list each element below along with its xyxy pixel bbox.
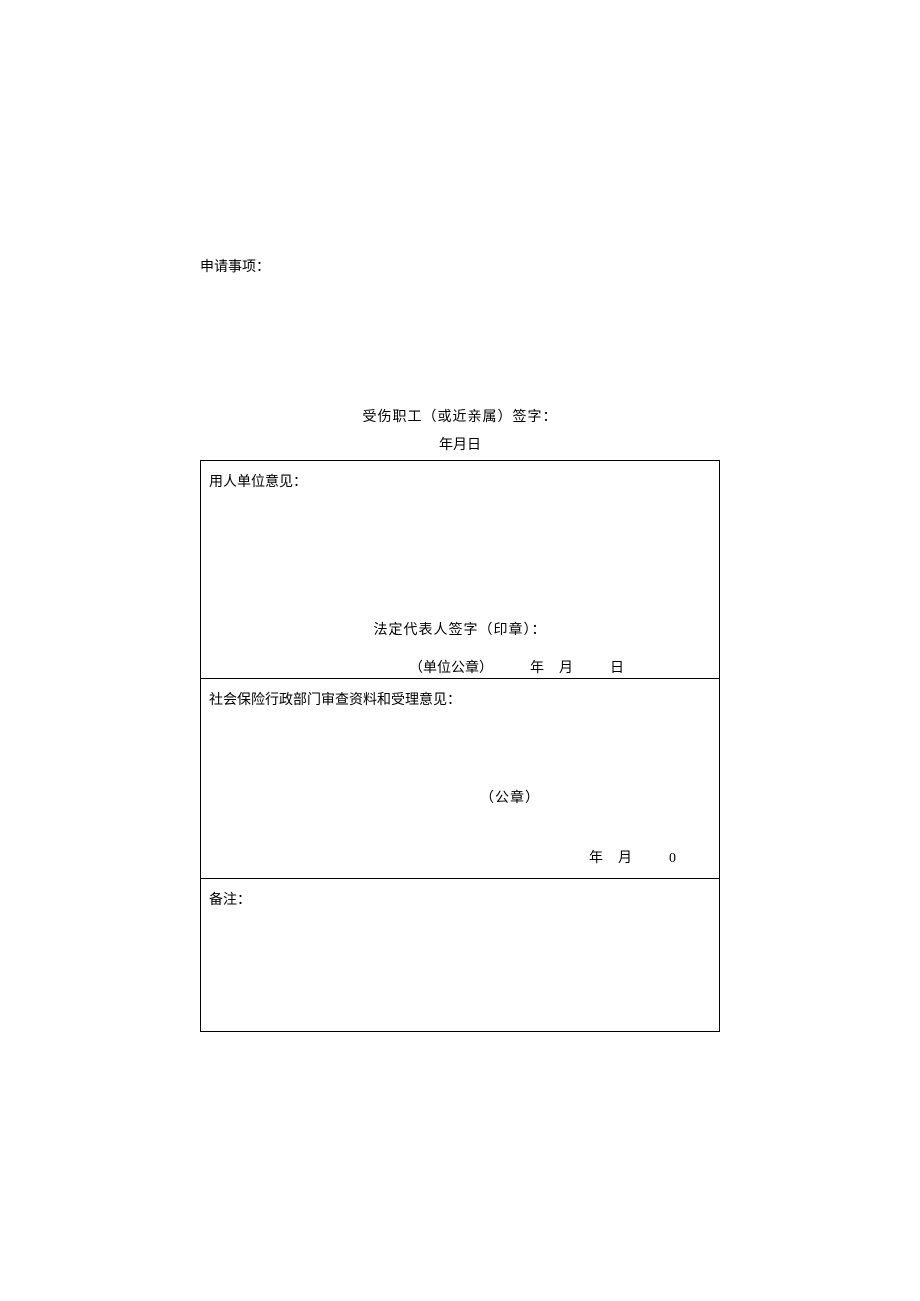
admin-day: 0 <box>669 851 676 866</box>
form-container: 申请事项： 受伤职工（或近亲属）签字： 年月日 用人单位意见： 法定代表人签字（… <box>200 256 720 1032</box>
admin-month: 月 <box>618 851 632 866</box>
admin-review-cell: 社会保险行政部门审查资料和受理意见： （公章） 年 月 0 <box>201 679 719 879</box>
legal-rep-signature-line: 法定代表人签字（印章）： <box>209 619 711 639</box>
admin-year: 年 <box>589 851 603 866</box>
employer-seal-date-line: （单位公章） 年 月 日 <box>209 657 711 677</box>
employer-year: 年 <box>530 661 544 676</box>
employer-opinion-cell: 用人单位意见： 法定代表人签字（印章）： （单位公章） 年 月 日 <box>201 461 719 679</box>
employer-label: 用人单位意见： <box>209 471 711 491</box>
notes-label: 备注： <box>209 889 711 909</box>
signature-date: 年月日 <box>439 438 481 453</box>
signature-section: 受伤职工（或近亲属）签字： <box>200 406 720 426</box>
form-table: 用人单位意见： 法定代表人签字（印章）： （单位公章） 年 月 日 社会保险行政… <box>200 460 720 1032</box>
official-seal-line: （公章） <box>209 787 711 807</box>
application-label: 申请事项： <box>200 260 270 275</box>
employer-day: 日 <box>610 661 624 676</box>
employer-month: 月 <box>559 661 573 676</box>
notes-cell: 备注： <box>201 879 719 1031</box>
signature-text: 受伤职工（或近亲属）签字： <box>363 410 558 425</box>
employer-seal-text: （单位公章） <box>409 661 493 676</box>
signature-date-section: 年月日 <box>200 434 720 454</box>
admin-label: 社会保险行政部门审查资料和受理意见： <box>209 689 711 709</box>
admin-date-line: 年 月 0 <box>209 847 711 867</box>
application-section: 申请事项： <box>200 256 720 276</box>
